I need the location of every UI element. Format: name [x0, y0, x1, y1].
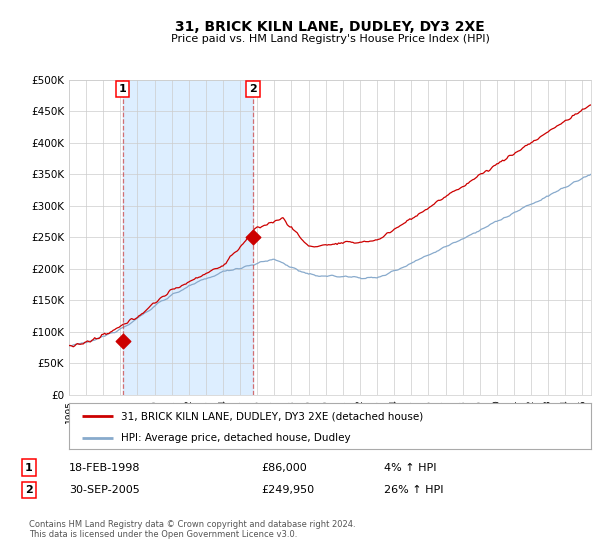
Text: 2: 2	[249, 84, 257, 94]
Point	[118, 336, 127, 345]
Text: Price paid vs. HM Land Registry's House Price Index (HPI): Price paid vs. HM Land Registry's House …	[170, 34, 490, 44]
Text: £86,000: £86,000	[261, 463, 307, 473]
Text: 2: 2	[25, 485, 32, 495]
Text: 4% ↑ HPI: 4% ↑ HPI	[384, 463, 437, 473]
Text: 30-SEP-2005: 30-SEP-2005	[69, 485, 140, 495]
Text: 18-FEB-1998: 18-FEB-1998	[69, 463, 140, 473]
Text: HPI: Average price, detached house, Dudley: HPI: Average price, detached house, Dudl…	[121, 433, 351, 442]
Bar	[122, 80, 253, 395]
Point	[248, 233, 258, 242]
Text: 26% ↑ HPI: 26% ↑ HPI	[384, 485, 443, 495]
Text: 31, BRICK KILN LANE, DUDLEY, DY3 2XE (detached house): 31, BRICK KILN LANE, DUDLEY, DY3 2XE (de…	[121, 411, 424, 421]
Text: Contains HM Land Registry data © Crown copyright and database right 2024.
This d: Contains HM Land Registry data © Crown c…	[29, 520, 355, 539]
Text: £249,950: £249,950	[261, 485, 314, 495]
Text: 1: 1	[25, 463, 32, 473]
Text: 31, BRICK KILN LANE, DUDLEY, DY3 2XE: 31, BRICK KILN LANE, DUDLEY, DY3 2XE	[175, 20, 485, 34]
Text: 1: 1	[119, 84, 127, 94]
